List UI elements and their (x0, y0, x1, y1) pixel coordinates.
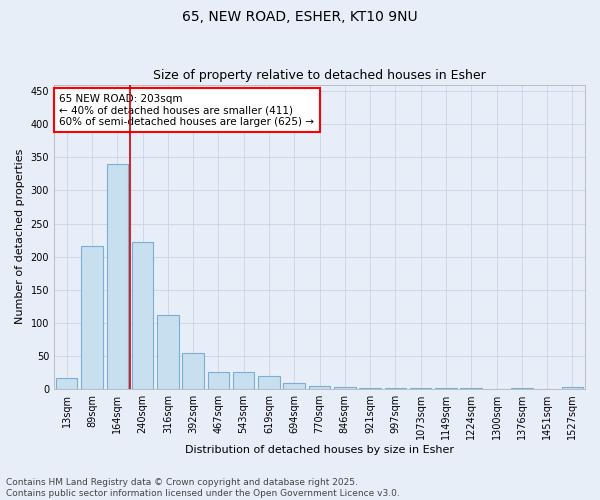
Bar (283, 383, 305, 389)
X-axis label: Distribution of detached houses by size in Esher: Distribution of detached houses by size … (185, 445, 454, 455)
Bar (233, 372, 254, 389)
Bar (460, 388, 482, 389)
Text: Contains HM Land Registry data © Crown copyright and database right 2025.
Contai: Contains HM Land Registry data © Crown c… (6, 478, 400, 498)
Text: 65, NEW ROAD, ESHER, KT10 9NU: 65, NEW ROAD, ESHER, KT10 9NU (182, 10, 418, 24)
Text: 65 NEW ROAD: 203sqm
← 40% of detached houses are smaller (411)
60% of semi-detac: 65 NEW ROAD: 203sqm ← 40% of detached ho… (59, 94, 314, 127)
Bar (107, 164, 128, 389)
Bar (309, 386, 330, 389)
Bar (334, 387, 356, 389)
Bar (81, 246, 103, 389)
Bar (132, 242, 153, 389)
Bar (562, 387, 583, 389)
Bar (511, 388, 533, 389)
Title: Size of property relative to detached houses in Esher: Size of property relative to detached ho… (153, 69, 486, 82)
Bar (435, 388, 457, 389)
Bar (359, 388, 381, 389)
Bar (258, 376, 280, 389)
Y-axis label: Number of detached properties: Number of detached properties (15, 149, 25, 324)
Bar (157, 315, 179, 389)
Bar (208, 372, 229, 389)
Bar (410, 388, 431, 389)
Bar (385, 388, 406, 389)
Bar (182, 353, 204, 389)
Bar (56, 378, 77, 389)
